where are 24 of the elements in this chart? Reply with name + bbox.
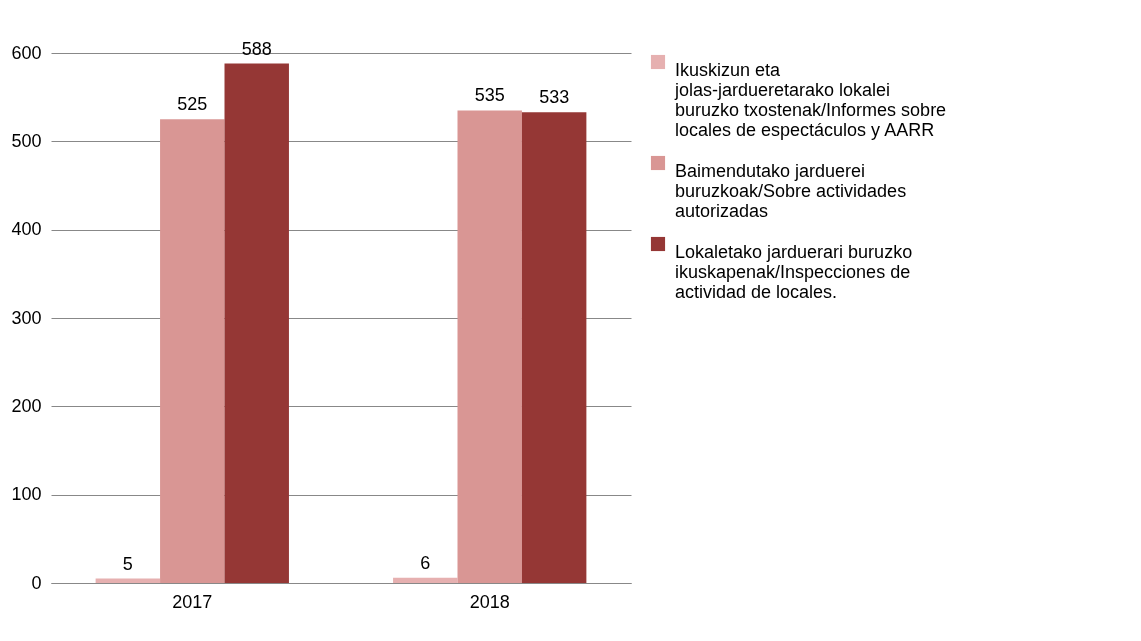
x-tick-label: 2018: [469, 591, 510, 612]
bar: [521, 112, 587, 583]
data-label: 6: [420, 552, 431, 573]
data-label: 535: [474, 85, 505, 106]
legend-label: Ikuskizun eta jolas-jardueretarako lokalei buruzko txostenak/Informes sobre locales de espectáculos y AARR: [674, 60, 947, 140]
y-tick-label: 500: [11, 130, 42, 151]
data-label: 533: [539, 87, 570, 108]
data-label: 588: [241, 38, 272, 59]
y-tick-label: 600: [11, 42, 42, 63]
legend-label: Lokaletako jarduerari buruzko ikuskapenak/Inspecciones de actividad de locales.: [675, 242, 913, 302]
bar: [160, 119, 225, 583]
bar: [224, 63, 289, 583]
y-tick-label: 100: [11, 484, 42, 505]
y-tick-label: 0: [31, 572, 42, 593]
bar: [95, 578, 161, 583]
y-tick-label: 200: [11, 395, 42, 416]
bar: [393, 577, 458, 583]
y-tick-label: 400: [11, 219, 42, 240]
x-tick-label: 2017: [172, 591, 213, 612]
bar: [457, 110, 522, 583]
data-label: 525: [177, 94, 208, 115]
y-tick-label: 300: [11, 307, 42, 328]
data-label: 5: [122, 553, 133, 574]
legend-label: Baimendutako jarduerei buruzkoak/Sobre actividades autorizadas: [675, 161, 907, 221]
